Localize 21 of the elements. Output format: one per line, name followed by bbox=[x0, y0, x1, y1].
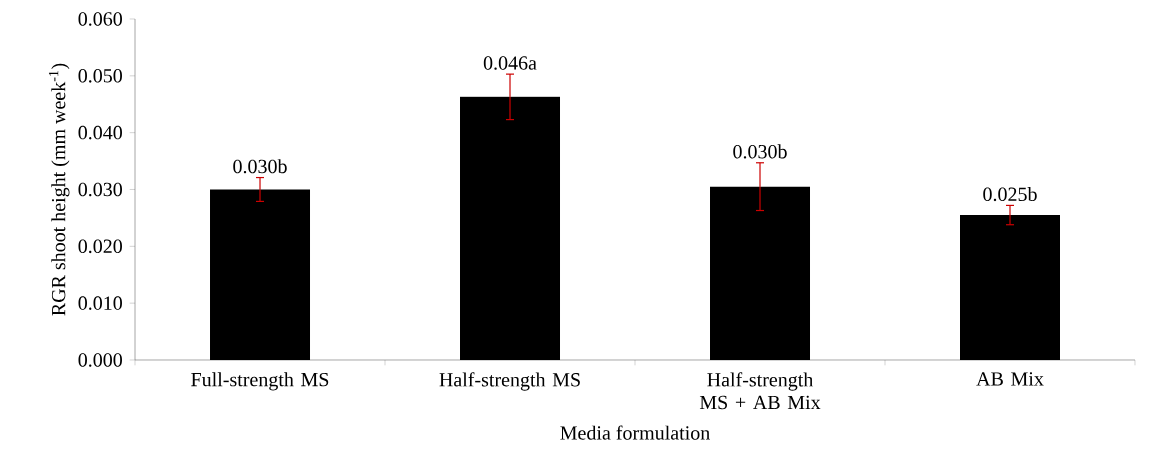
x-tick-label: Half-strength MS + AB Mix bbox=[699, 372, 821, 410]
data-label: 0.030b bbox=[733, 144, 787, 159]
y-tick-label: 0.030 bbox=[78, 182, 122, 197]
bar bbox=[960, 215, 1060, 360]
y-tick-label: 0.050 bbox=[78, 69, 122, 83]
y-tick-label: 0.010 bbox=[78, 296, 122, 310]
y-tick-label: 0.020 bbox=[78, 239, 122, 254]
data-label: 0.046a bbox=[483, 56, 537, 70]
y-tick-label: 0.000 bbox=[78, 353, 122, 367]
data-label: 0.025b bbox=[983, 186, 1037, 202]
bar bbox=[710, 186, 811, 360]
x-tick-label: Half-strength MS bbox=[439, 372, 580, 391]
y-tick-label: 0.040 bbox=[78, 125, 122, 140]
bar bbox=[460, 96, 560, 360]
x-tick-label: AB Mix bbox=[976, 372, 1044, 386]
x-axis-title: Media formulation bbox=[560, 425, 710, 440]
bar bbox=[210, 189, 311, 360]
y-tick-label: 0.060 bbox=[78, 12, 122, 26]
y-axis-title: RGR shoot height (mm week$^{-1}$) bbox=[48, 63, 70, 316]
x-tick-label: Full-strength MS bbox=[191, 372, 329, 391]
data-label: 0.030b bbox=[233, 159, 287, 174]
